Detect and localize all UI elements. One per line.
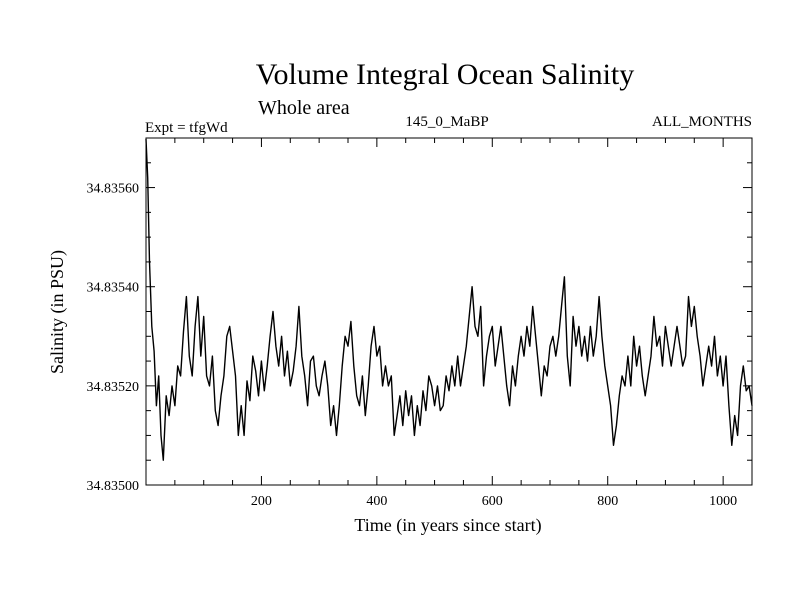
x-axis-ticks: 200 400 600 800 1000 [174, 138, 753, 509]
y-axis-ticks: 34.83500 34.83520 34.83540 34.83560 [87, 137, 752, 494]
y-tick-label: 34.83520 [87, 380, 140, 395]
x-tick-label: 800 [597, 494, 618, 509]
run-label: 145_0_MaBP [405, 114, 488, 130]
x-tick-label: 200 [251, 494, 272, 509]
y-tick-label: 34.83500 [87, 479, 140, 494]
period-label: ALL_MONTHS [652, 114, 752, 130]
salinity-series-line [145, 138, 753, 461]
x-tick-label: 600 [482, 494, 503, 509]
plot-frame [145, 137, 753, 486]
x-axis-label: Time (in years since start) [354, 515, 541, 536]
y-axis-label: Salinity (in PSU) [47, 250, 68, 374]
chart-title: Volume Integral Ocean Salinity [256, 58, 635, 91]
plot-series [145, 138, 753, 461]
y-tick-label: 34.83540 [87, 281, 140, 296]
experiment-label: Expt = tfgWd [145, 120, 228, 136]
x-tick-label: 1000 [709, 494, 737, 509]
x-tick-label: 400 [366, 494, 387, 509]
chart-subtitle: Whole area [258, 97, 350, 119]
y-tick-label: 34.83560 [87, 182, 140, 197]
